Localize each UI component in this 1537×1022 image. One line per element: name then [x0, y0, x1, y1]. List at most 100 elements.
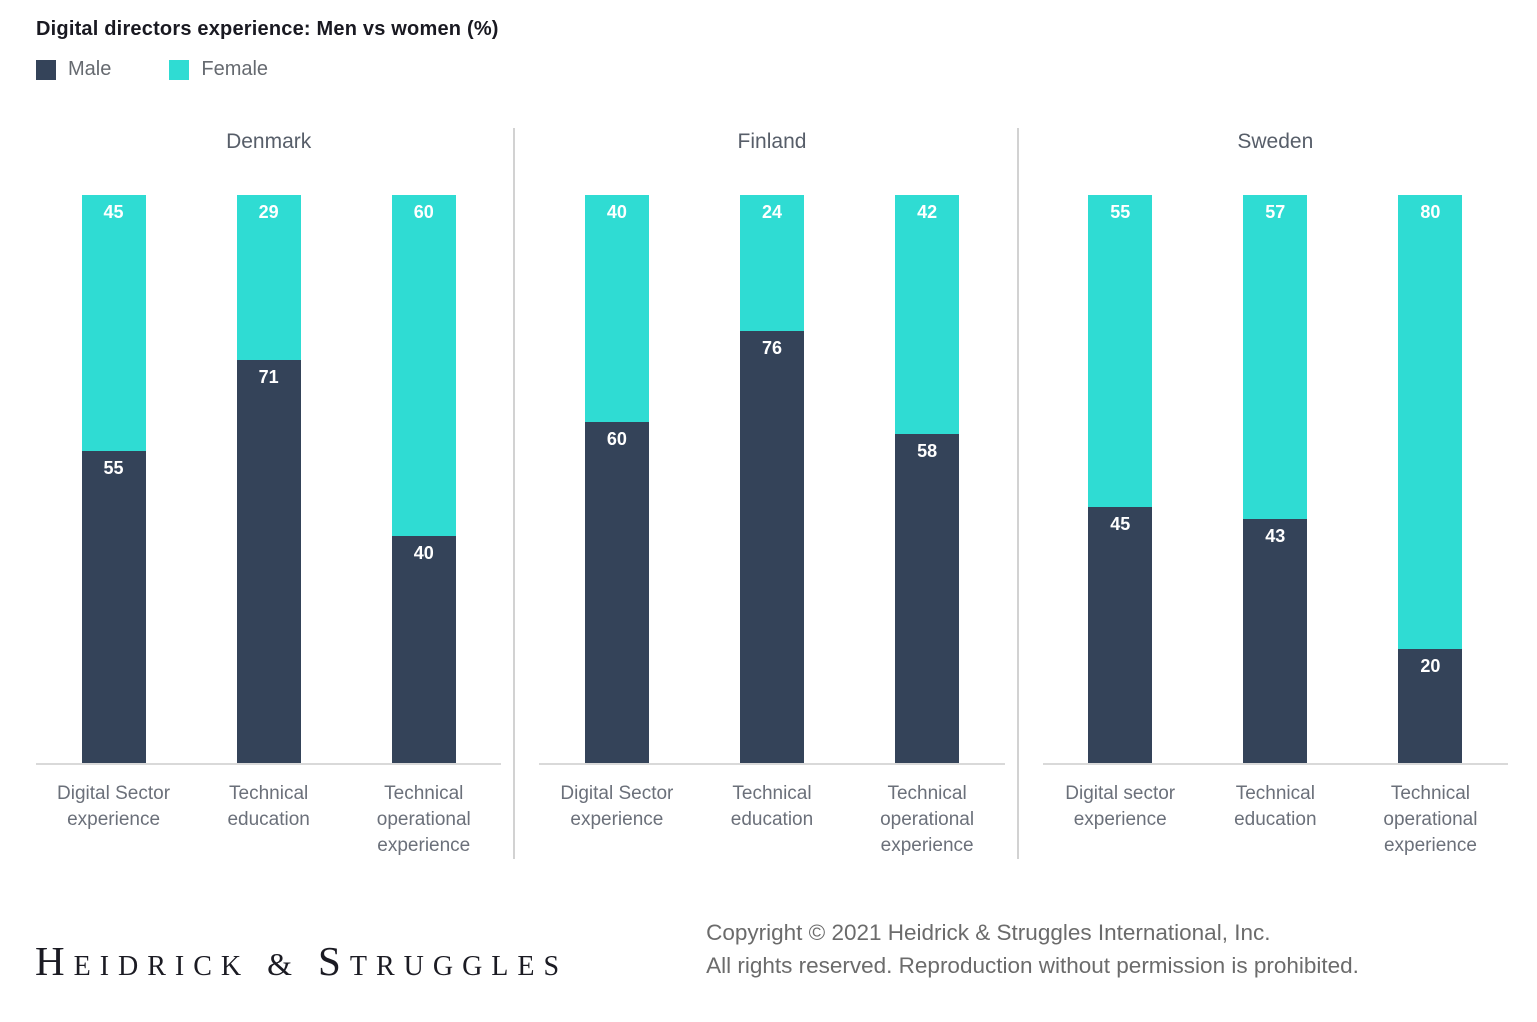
female-value-label: 80 — [1420, 202, 1441, 222]
female-value-label: 60 — [413, 202, 434, 222]
female-value-label: 29 — [258, 202, 279, 222]
male-value-label: 58 — [917, 440, 938, 461]
category-label: Digital Sector experience — [57, 783, 171, 830]
category-label: Technical operational experience — [880, 783, 975, 856]
female-value-label: 45 — [103, 202, 124, 222]
bar-denmark-1: 45 55 — [81, 195, 146, 763]
female-segment: 42 — [895, 195, 960, 434]
female-segment: 24 — [739, 195, 804, 332]
panel-title: Sweden — [1237, 130, 1314, 153]
bars-row: 45 55 29 71 60 40 — [36, 195, 502, 765]
category-label-slot: Technical operational experience — [850, 781, 1005, 859]
category-label: Technical education — [227, 783, 310, 830]
category-label: Digital Sector experience — [560, 783, 674, 830]
brand-wordmark: HEIDRICK & STRUGGLES — [35, 941, 568, 982]
bar-sweden-3: 80 20 — [1398, 195, 1463, 763]
category-label: Technical operational experience — [1383, 783, 1478, 856]
legend: Male Female — [36, 58, 1537, 81]
female-value-label: 55 — [1110, 202, 1131, 222]
category-label-slot: Technical operational experience — [346, 781, 501, 859]
male-value-label: 43 — [1265, 525, 1286, 546]
bars-row: 55 45 57 43 80 20 — [1042, 195, 1508, 765]
male-segment: 55 — [81, 450, 146, 763]
panel-title: Denmark — [226, 130, 312, 153]
category-label: Technical education — [730, 783, 814, 830]
bar-denmark-2: 29 71 — [236, 195, 301, 763]
bar-slot: 40 60 — [539, 195, 694, 763]
male-value-label: 76 — [761, 338, 782, 359]
bars-row: 40 60 24 76 42 58 — [539, 195, 1005, 765]
category-label: Technical operational experience — [376, 783, 471, 856]
footer: HEIDRICK & STRUGGLES Copyright © 2021 He… — [35, 916, 1520, 982]
category-label-slot: Technical education — [191, 781, 346, 859]
male-value-label: 40 — [413, 542, 434, 563]
female-segment: 55 — [1088, 195, 1153, 508]
category-labels-row: Digital Sector experience Technical educa… — [36, 765, 501, 859]
male-segment: 20 — [1398, 649, 1463, 763]
male-segment: 45 — [1088, 507, 1153, 763]
female-value-label: 42 — [917, 202, 938, 222]
panel-denmark: Denmark 45 55 29 71 60 40 Digital Sector experi… — [36, 128, 513, 859]
bar-slot: 42 58 — [850, 195, 1005, 763]
panel-finland: Finland 40 60 24 76 42 58 Digital Sector experi… — [513, 128, 1016, 859]
male-segment: 43 — [1243, 518, 1308, 763]
male-segment: 58 — [895, 433, 960, 763]
brand-text: H — [35, 938, 74, 984]
legend-label: Male — [68, 58, 112, 80]
category-label: Digital sector experience — [1065, 783, 1176, 830]
male-value-label: 55 — [103, 457, 124, 478]
bar-slot: 55 45 — [1043, 195, 1198, 763]
male-segment: 40 — [391, 535, 456, 763]
male-value-label: 20 — [1420, 656, 1441, 677]
category-label-slot: Digital Sector experience — [36, 781, 191, 859]
female-swatch-icon — [169, 59, 190, 80]
legend-label: Female — [201, 58, 269, 80]
bar-sweden-2: 57 43 — [1243, 195, 1308, 763]
female-value-label: 24 — [761, 202, 782, 222]
female-segment: 60 — [391, 195, 456, 536]
male-segment: 71 — [236, 359, 301, 763]
category-label-slot: Technical education — [1198, 781, 1353, 859]
category-labels-row: Digital Sector experience Technical educa… — [539, 765, 1004, 859]
bar-sweden-1: 55 45 — [1088, 195, 1153, 763]
panel-sweden: Sweden 55 45 57 43 80 20 Digital sector experie… — [1016, 128, 1520, 859]
male-value-label: 71 — [258, 366, 279, 387]
category-label-slot: Technical operational experience — [1353, 781, 1508, 859]
bar-slot: 24 76 — [694, 195, 849, 763]
bar-denmark-3: 60 40 — [391, 195, 456, 763]
bar-slot: 60 40 — [346, 195, 501, 763]
category-label-slot: Digital sector experience — [1043, 781, 1198, 859]
bar-finland-2: 24 76 — [739, 195, 804, 763]
category-label: Technical education — [1234, 783, 1317, 830]
panel-title: Finland — [737, 130, 807, 153]
brand-text: TRUGGLES — [349, 951, 569, 982]
category-label-slot: Digital Sector experience — [539, 781, 694, 859]
stacked-bar-chart: Denmark 45 55 29 71 60 40 Digital Sector experi… — [36, 128, 1520, 859]
legend-item-male: Male — [36, 58, 111, 81]
male-swatch-icon — [36, 59, 56, 80]
copyright-line-1: Copyright © 2021 Heidrick & Struggles In… — [706, 920, 1271, 945]
page: Digital directors experience: Men vs wom… — [35, 18, 1537, 982]
male-segment: 60 — [584, 422, 649, 763]
female-segment: 80 — [1398, 195, 1463, 650]
brand-text: EIDRICK — [73, 951, 251, 982]
female-segment: 45 — [81, 195, 146, 451]
bar-finland-1: 40 60 — [584, 195, 649, 763]
bar-slot: 29 71 — [191, 195, 346, 763]
category-labels-row: Digital sector experience Technical educa… — [1043, 765, 1508, 859]
bar-slot: 57 43 — [1198, 195, 1353, 763]
chart-title: Digital directors experience: Men vs wom… — [36, 18, 499, 40]
brand-text: S — [318, 938, 350, 984]
legend-item-female: Female — [169, 58, 268, 81]
female-segment: 29 — [236, 195, 301, 360]
male-segment: 76 — [739, 331, 804, 763]
copyright-notice: Copyright © 2021 Heidrick & Struggles In… — [706, 916, 1359, 982]
category-label-slot: Technical education — [694, 781, 849, 859]
brand-text: & — [250, 946, 319, 982]
female-value-label: 40 — [606, 202, 627, 222]
female-segment: 40 — [584, 195, 649, 423]
bar-slot: 45 55 — [36, 195, 191, 763]
male-value-label: 60 — [606, 429, 627, 450]
copyright-line-2: All rights reserved. Reproduction withou… — [706, 953, 1359, 978]
female-segment: 57 — [1243, 195, 1308, 519]
